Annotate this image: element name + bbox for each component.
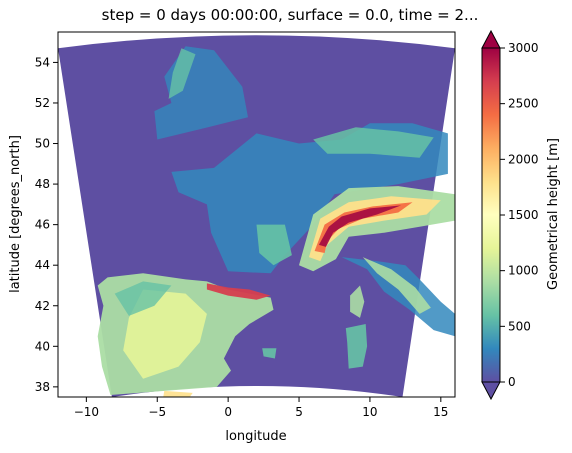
colorbar-tick-label: 500 (508, 319, 531, 333)
plot-area (58, 35, 455, 397)
colorbar-tick-label: 1500 (508, 208, 539, 222)
x-tick-label: 5 (295, 405, 303, 419)
y-tick-label: 40 (35, 339, 50, 353)
terrain-iberia-plateau (123, 289, 207, 379)
y-tick-label: 44 (35, 258, 50, 272)
x-tick-label: 10 (362, 405, 377, 419)
colorbar-tick-label: 0 (508, 375, 516, 389)
terrain-alps-peak (318, 205, 402, 247)
terrain-sardinia (345, 324, 368, 369)
terrain-alps-mid (309, 196, 441, 262)
colorbar-extend-max (481, 29, 501, 49)
terrain-italy (341, 257, 455, 337)
colorbar: 0 500 1000 1500 2000 2500 3000 (481, 29, 539, 401)
x-tick-label: 15 (433, 405, 448, 419)
colorbar-tick-label: 1000 (508, 264, 539, 278)
colorbar-tick-label: 2500 (508, 97, 539, 111)
colorbar-tick-label: 3000 (508, 41, 539, 55)
terrain-france (171, 123, 448, 274)
x-tick-label: −5 (148, 405, 166, 419)
terrain-massif-central (256, 224, 292, 266)
terrain-apennines (362, 257, 431, 314)
terrain-balearics (262, 348, 277, 359)
chart-title: step = 0 days 00:00:00, surface = 0.0, t… (102, 6, 479, 24)
terrain-corsica (350, 285, 365, 318)
terrain-iberia-hills (114, 281, 172, 316)
colorbar-gradient (482, 48, 500, 382)
y-axis-label: latitude [degrees_north] (8, 135, 23, 293)
y-tick-label: 46 (35, 218, 50, 232)
y-tick-label: 42 (35, 299, 50, 313)
y-tick-label: 52 (35, 96, 50, 110)
plot-frame (57, 31, 456, 398)
colorbar-label: Geometrical height [m] (546, 138, 561, 290)
x-axis-label: longitude (225, 429, 286, 444)
y-tick-label: 50 (35, 137, 50, 151)
x-axis: −10 −5 0 5 10 15 (74, 397, 448, 419)
terrain-britain-hills (168, 48, 196, 99)
y-tick-label: 38 (35, 380, 50, 394)
x-tick-label: 0 (224, 405, 232, 419)
y-tick-label: 54 (35, 55, 50, 69)
colorbar-extend-min (481, 381, 501, 401)
terrain-sierra (163, 390, 193, 397)
terrain-pyrenees (206, 283, 271, 300)
y-tick-label: 48 (35, 177, 50, 191)
terrain-uplands (313, 127, 434, 158)
colorbar-tick-label: 2000 (508, 152, 539, 166)
y-axis: 38 40 42 44 46 48 50 52 54 (35, 55, 58, 394)
x-tick-label: −10 (74, 405, 99, 419)
